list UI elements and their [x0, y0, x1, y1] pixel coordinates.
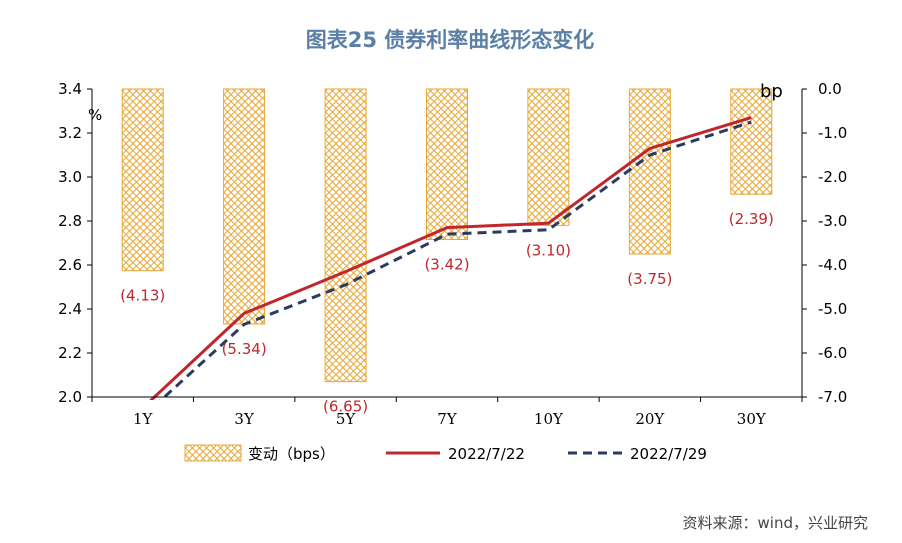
- left-tick-label: 3.0: [58, 168, 82, 186]
- source-note: 资料来源：wind，兴业研究: [683, 514, 868, 532]
- category-label-20Y: 20Y: [635, 410, 665, 428]
- left-tick-label: 2.6: [58, 256, 82, 274]
- chart-title: 图表25 债券利率曲线形态变化: [306, 28, 595, 52]
- data-label-20Y: (3.75): [627, 270, 672, 288]
- legend: 变动（bps） 2022/7/22 2022/7/29: [184, 444, 707, 463]
- bar-7Y: [426, 88, 468, 240]
- right-tick-label: -2.0: [818, 168, 847, 186]
- lines-layer: [149, 116, 752, 400]
- right-axis-unit: bp: [760, 81, 783, 102]
- legend-bar-swatch: [184, 444, 242, 462]
- legend-line1-label: 2022/7/22: [448, 445, 525, 463]
- right-tick-label: -6.0: [818, 344, 847, 362]
- bars-layer: [121, 88, 773, 383]
- axes-layer: 2.0 2.2 2.4 2.6 2.8 3.0 3.2 3.4 -7.0 -6.0 -5.0 -4.0…: [58, 80, 847, 428]
- category-label-3Y: 3Y: [234, 410, 255, 428]
- legend-line2-label: 2022/7/29: [630, 445, 707, 463]
- bar-20Y: [628, 88, 671, 255]
- category-label-1Y: 1Y: [133, 410, 154, 428]
- bar-30Y: [730, 88, 773, 195]
- left-tick-label: 3.2: [58, 124, 82, 142]
- category-label-7Y: 7Y: [437, 410, 458, 428]
- data-label-30Y: (2.39): [729, 210, 774, 228]
- left-tick-label: 2.0: [58, 388, 82, 406]
- series-line-2: [158, 120, 752, 400]
- data-label-7Y: (3.42): [424, 256, 469, 274]
- right-tick-label: 0.0: [818, 80, 842, 98]
- data-label-5Y: (6.65): [323, 398, 368, 416]
- data-labels-layer: (4.13) (5.34) (6.65) (3.42) (3.10) (3.75) (2.3…: [120, 210, 774, 415]
- left-axis-unit: %: [88, 106, 102, 124]
- bar-10Y: [527, 88, 570, 226]
- left-tick-label: 2.8: [58, 212, 82, 230]
- data-label-3Y: (5.34): [222, 340, 267, 358]
- bar-3Y: [223, 88, 266, 325]
- right-tick-label: -7.0: [818, 388, 847, 406]
- left-tick-label: 3.4: [58, 80, 82, 98]
- right-tick-label: -3.0: [818, 212, 847, 230]
- left-tick-label: 2.4: [58, 300, 82, 318]
- series-line-1: [149, 116, 752, 400]
- category-label-5Y: 5Y: [336, 410, 357, 428]
- category-label-10Y: 10Y: [534, 410, 564, 428]
- left-tick-label: 2.2: [58, 344, 82, 362]
- legend-bar-label: 变动（bps）: [248, 445, 335, 463]
- right-tick-label: -1.0: [818, 124, 847, 142]
- right-tick-label: -4.0: [818, 256, 847, 274]
- data-label-1Y: (4.13): [120, 287, 165, 305]
- right-tick-label: -5.0: [818, 300, 847, 318]
- data-label-10Y: (3.10): [526, 241, 571, 259]
- category-label-30Y: 30Y: [737, 410, 767, 428]
- bar-1Y: [121, 88, 164, 272]
- bar-5Y: [324, 88, 367, 383]
